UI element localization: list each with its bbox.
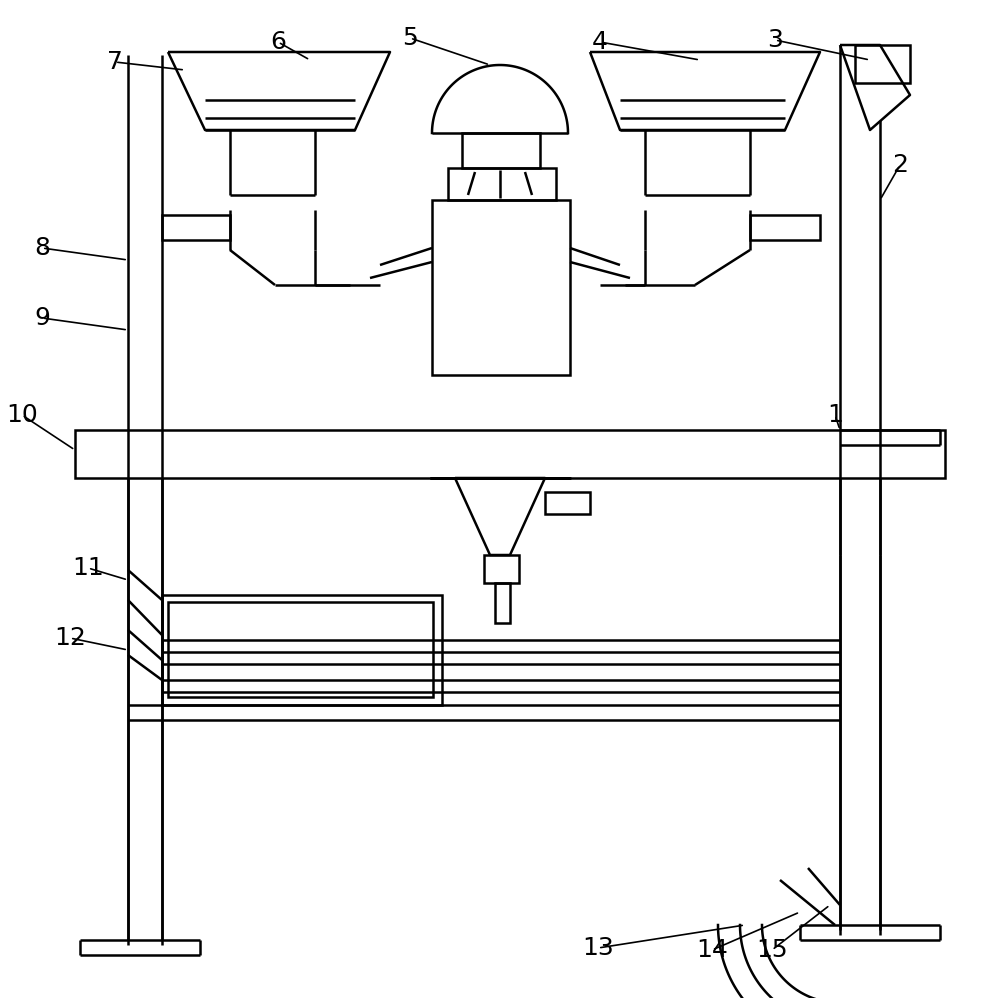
Text: 13: 13 xyxy=(582,936,614,960)
Text: 6: 6 xyxy=(270,30,286,54)
Text: 8: 8 xyxy=(34,236,50,260)
Text: 10: 10 xyxy=(6,403,38,427)
Bar xyxy=(168,602,433,697)
Polygon shape xyxy=(840,45,910,130)
Bar xyxy=(750,215,820,240)
Bar xyxy=(495,583,510,623)
Text: 5: 5 xyxy=(402,26,418,50)
Bar xyxy=(75,430,945,478)
Bar xyxy=(545,492,590,514)
Bar xyxy=(855,45,910,83)
Bar xyxy=(462,133,540,168)
Text: 7: 7 xyxy=(107,50,123,74)
Text: 9: 9 xyxy=(34,306,50,330)
Text: 3: 3 xyxy=(767,28,783,52)
Polygon shape xyxy=(590,52,820,130)
Text: 12: 12 xyxy=(54,626,86,650)
Text: 4: 4 xyxy=(592,30,608,54)
Bar xyxy=(484,555,519,583)
Bar xyxy=(448,168,556,200)
Text: 1: 1 xyxy=(827,403,843,427)
Polygon shape xyxy=(455,478,545,555)
Polygon shape xyxy=(168,52,390,130)
Text: 14: 14 xyxy=(696,938,728,962)
Bar xyxy=(432,200,570,375)
Text: 11: 11 xyxy=(72,556,104,580)
Text: 15: 15 xyxy=(756,938,788,962)
Bar xyxy=(162,215,230,240)
Text: 2: 2 xyxy=(892,153,908,177)
Bar xyxy=(162,595,442,705)
